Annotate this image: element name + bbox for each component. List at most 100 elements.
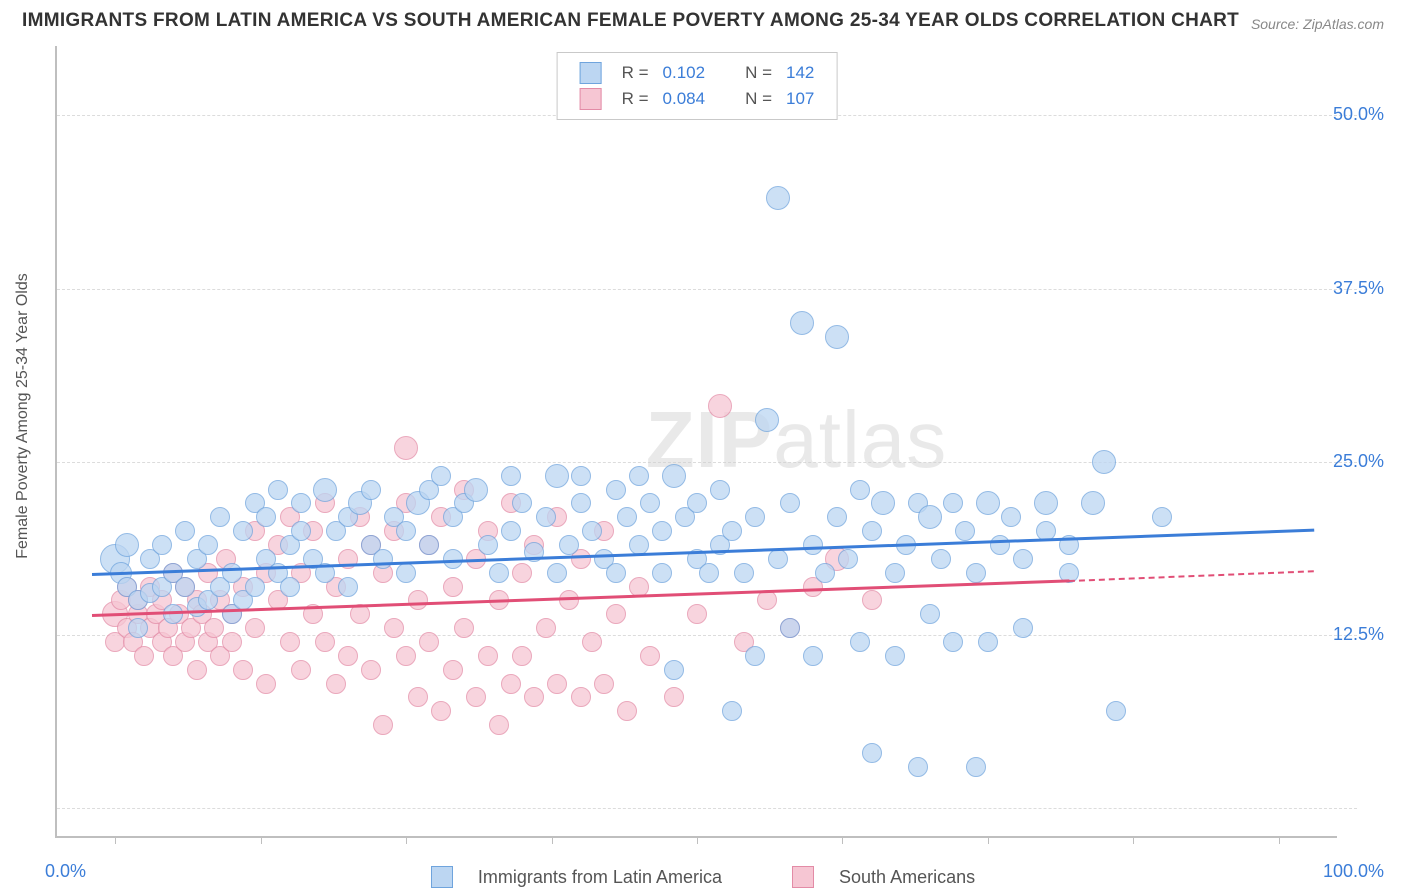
data-point bbox=[734, 563, 754, 583]
data-point bbox=[1001, 507, 1021, 527]
data-point bbox=[152, 535, 172, 555]
data-point bbox=[768, 549, 788, 569]
data-point bbox=[652, 563, 672, 583]
data-point bbox=[175, 521, 195, 541]
data-point bbox=[245, 577, 265, 597]
swatch-sa bbox=[580, 88, 602, 110]
data-point bbox=[489, 715, 509, 735]
data-point bbox=[803, 646, 823, 666]
data-point bbox=[976, 491, 1000, 515]
swatch-sa-bottom bbox=[792, 866, 814, 888]
data-point bbox=[850, 632, 870, 652]
data-point bbox=[443, 660, 463, 680]
data-point bbox=[233, 660, 253, 680]
data-point bbox=[571, 687, 591, 707]
data-point bbox=[419, 632, 439, 652]
data-point bbox=[1092, 450, 1116, 474]
data-point bbox=[338, 646, 358, 666]
data-point bbox=[606, 604, 626, 624]
data-point bbox=[687, 604, 707, 624]
data-point bbox=[908, 757, 928, 777]
data-point bbox=[1013, 618, 1033, 638]
data-point bbox=[687, 493, 707, 513]
data-point bbox=[361, 480, 381, 500]
data-point bbox=[384, 618, 404, 638]
data-point bbox=[408, 687, 428, 707]
data-point bbox=[478, 535, 498, 555]
data-point bbox=[464, 478, 488, 502]
data-point bbox=[640, 493, 660, 513]
data-point bbox=[291, 660, 311, 680]
data-point bbox=[571, 466, 591, 486]
data-point bbox=[606, 480, 626, 500]
data-point bbox=[699, 563, 719, 583]
data-point bbox=[222, 563, 242, 583]
data-point bbox=[443, 577, 463, 597]
data-point bbox=[966, 563, 986, 583]
data-point bbox=[629, 466, 649, 486]
legend-label-latin: Immigrants from Latin America bbox=[478, 867, 722, 887]
data-point bbox=[134, 646, 154, 666]
data-point bbox=[757, 590, 777, 610]
data-point bbox=[1152, 507, 1172, 527]
data-point bbox=[256, 507, 276, 527]
data-point bbox=[431, 466, 451, 486]
data-point bbox=[745, 646, 765, 666]
data-point bbox=[545, 464, 569, 488]
data-point bbox=[662, 464, 686, 488]
data-point bbox=[943, 493, 963, 513]
data-point bbox=[280, 632, 300, 652]
data-point bbox=[175, 577, 195, 597]
data-point bbox=[373, 715, 393, 735]
data-point bbox=[825, 325, 849, 349]
data-point bbox=[978, 632, 998, 652]
y-tick-label: 12.5% bbox=[1333, 624, 1384, 645]
y-axis-label-container: Female Poverty Among 25-34 Year Olds bbox=[8, 0, 38, 832]
y-tick-label: 25.0% bbox=[1333, 451, 1384, 472]
data-point bbox=[245, 618, 265, 638]
source-credit: Source: ZipAtlas.com bbox=[1251, 16, 1384, 32]
data-point bbox=[606, 563, 626, 583]
data-point bbox=[115, 533, 139, 557]
data-point bbox=[396, 521, 416, 541]
data-point bbox=[163, 604, 183, 624]
series-legend: Immigrants from Latin America South Amer… bbox=[0, 866, 1406, 888]
data-point bbox=[280, 577, 300, 597]
data-point bbox=[408, 590, 428, 610]
data-point bbox=[547, 674, 567, 694]
data-point bbox=[850, 480, 870, 500]
data-point bbox=[536, 507, 556, 527]
data-point bbox=[617, 507, 637, 527]
data-point bbox=[478, 646, 498, 666]
data-point bbox=[955, 521, 975, 541]
swatch-latin bbox=[580, 62, 602, 84]
data-point bbox=[501, 674, 521, 694]
data-point bbox=[780, 493, 800, 513]
swatch-latin-bottom bbox=[431, 866, 453, 888]
data-point bbox=[454, 618, 474, 638]
data-point bbox=[431, 701, 451, 721]
data-point bbox=[640, 646, 660, 666]
data-point bbox=[745, 507, 765, 527]
data-point bbox=[931, 549, 951, 569]
legend-label-sa: South Americans bbox=[839, 867, 975, 887]
data-point bbox=[617, 701, 637, 721]
legend-row-sa: R =0.084 N =107 bbox=[574, 87, 821, 111]
data-point bbox=[990, 535, 1010, 555]
correlation-legend: R =0.102 N =142 R =0.084 N =107 bbox=[557, 52, 838, 120]
data-point bbox=[722, 521, 742, 541]
data-point bbox=[222, 632, 242, 652]
data-point bbox=[501, 521, 521, 541]
data-point bbox=[187, 660, 207, 680]
data-point bbox=[582, 632, 602, 652]
data-point bbox=[373, 549, 393, 569]
data-point bbox=[780, 618, 800, 638]
data-point bbox=[326, 674, 346, 694]
data-point bbox=[1013, 549, 1033, 569]
data-point bbox=[547, 563, 567, 583]
data-point bbox=[396, 563, 416, 583]
data-point bbox=[790, 311, 814, 335]
data-point bbox=[862, 743, 882, 763]
data-point bbox=[291, 521, 311, 541]
data-point bbox=[291, 493, 311, 513]
